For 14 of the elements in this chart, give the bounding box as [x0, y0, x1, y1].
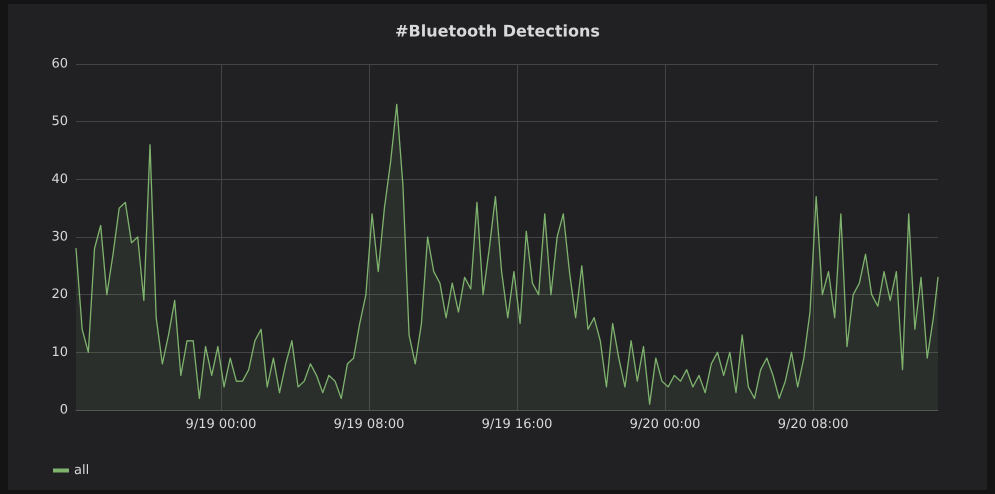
y-tick-label: 0	[60, 402, 68, 418]
x-tick-label: 9/19 16:00	[482, 417, 552, 432]
y-tick-label: 10	[51, 344, 68, 360]
x-tick-label: 9/19 00:00	[186, 417, 256, 432]
chart-title: #Bluetooth Detections	[395, 22, 600, 40]
y-tick-label: 50	[51, 114, 68, 130]
y-tick-label: 30	[51, 230, 68, 244]
legend-label: all	[74, 463, 90, 478]
y-tick-label: 40	[51, 172, 68, 187]
x-tick-label: 9/19 08:00	[334, 417, 404, 432]
x-tick-label: 9/20 08:00	[778, 417, 848, 432]
y-tick-label: 60	[51, 56, 68, 72]
y-tick-label: 20	[51, 287, 68, 302]
x-tick-label: 9/20 00:00	[630, 417, 700, 432]
